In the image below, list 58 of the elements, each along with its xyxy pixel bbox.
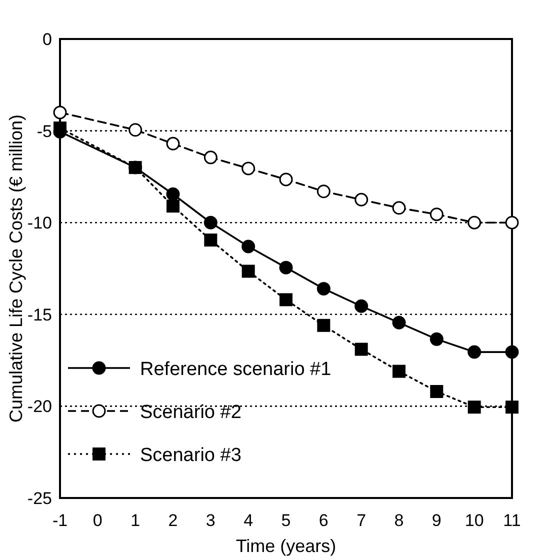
point	[128, 161, 142, 174]
x-tick-label: 7	[356, 511, 366, 530]
x-tick-label: 8	[394, 511, 404, 530]
y-tick-label: -10	[27, 214, 52, 233]
x-tick-label: 2	[168, 511, 178, 530]
y-tick-label: 0	[42, 30, 52, 49]
x-tick-label: 1	[130, 511, 140, 530]
x-tick-label: 6	[318, 511, 328, 530]
point	[166, 187, 180, 201]
point	[204, 150, 218, 164]
point	[392, 201, 406, 215]
point	[468, 400, 481, 414]
point	[166, 200, 180, 213]
y-tick-label: -5	[36, 122, 52, 141]
point	[204, 234, 218, 247]
x-tick-label: 10	[464, 511, 484, 530]
y-tick-label: -15	[27, 305, 52, 324]
point	[506, 400, 518, 414]
x-tick-label: 4	[244, 511, 254, 530]
x-tick-label: 11	[503, 511, 521, 530]
point	[242, 162, 256, 176]
point	[354, 192, 368, 206]
point	[279, 260, 293, 274]
point	[317, 318, 330, 332]
point	[316, 184, 330, 198]
legend-label: Scenario #3	[140, 445, 242, 466]
x-tick-label: 9	[432, 511, 442, 530]
y-tick-label: -25	[27, 489, 52, 508]
point	[279, 172, 293, 186]
point	[54, 122, 66, 135]
point	[354, 299, 368, 313]
point	[280, 293, 292, 306]
point	[430, 385, 444, 398]
point	[354, 342, 368, 356]
x-axis-title: Time (years)	[236, 536, 336, 556]
point	[242, 240, 256, 254]
x-tick-label: 5	[281, 511, 291, 530]
point	[316, 282, 330, 296]
point	[392, 316, 406, 330]
legend-label: Scenario #2	[140, 402, 242, 423]
point	[468, 216, 482, 230]
point	[430, 208, 444, 222]
point	[430, 332, 444, 346]
point	[166, 136, 180, 150]
point	[204, 216, 218, 230]
x-tick-label: 0	[92, 511, 102, 530]
point	[468, 345, 482, 359]
point	[392, 364, 406, 378]
y-tick-label: -20	[27, 397, 52, 416]
point	[53, 106, 67, 120]
point	[242, 264, 255, 278]
y-axis-title: Cumulative Life Cycle Costs (€ million)	[6, 114, 26, 423]
point	[505, 216, 519, 230]
point	[505, 345, 519, 359]
point	[128, 123, 142, 137]
x-tick-label: 3	[206, 511, 216, 530]
x-tick-label: -1	[52, 511, 68, 530]
legend-label: Reference scenario #1	[140, 359, 332, 380]
